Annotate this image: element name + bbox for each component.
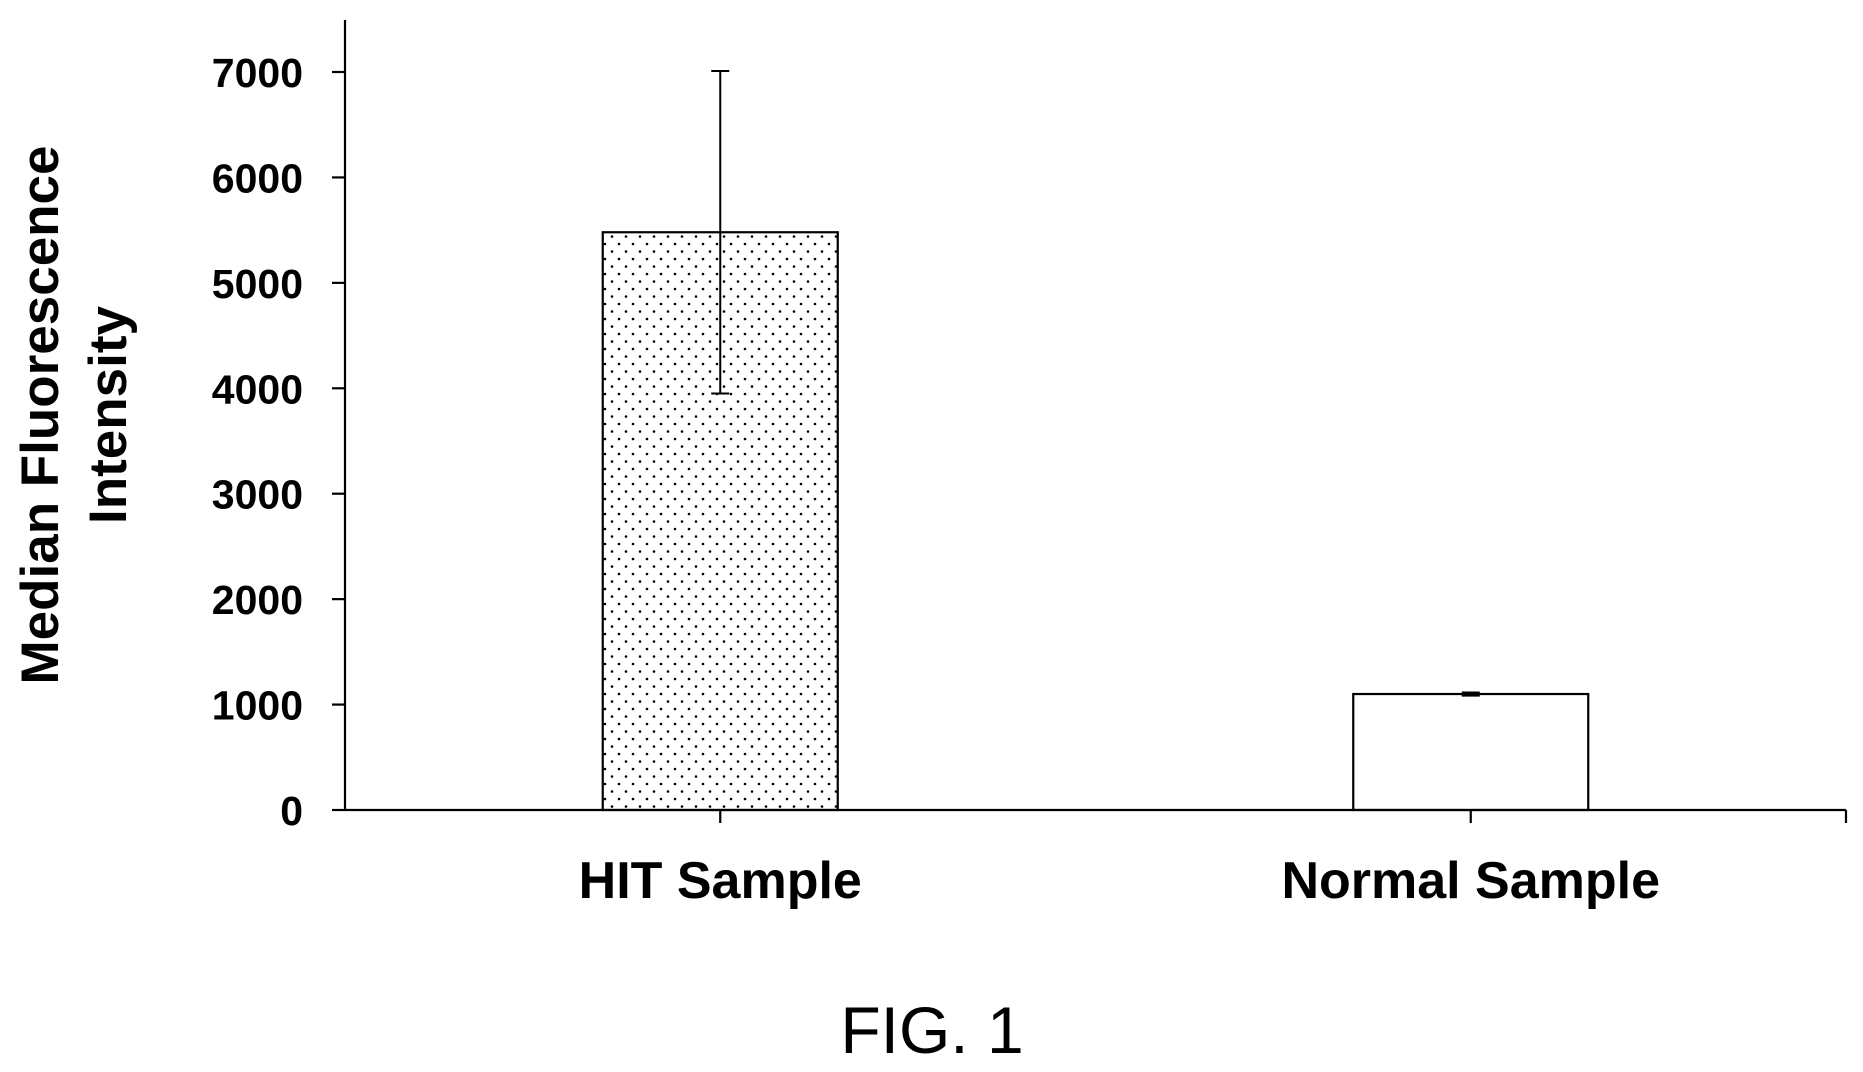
bars xyxy=(601,231,1590,812)
x-tick-label: HIT Sample xyxy=(579,852,862,910)
y-tick-label: 7000 xyxy=(212,50,303,96)
y-tick-label: 5000 xyxy=(212,261,303,307)
x-tick-label: Normal Sample xyxy=(1281,852,1660,910)
error-bar-normal-sample xyxy=(1461,691,1480,697)
error-bar-hit-sample xyxy=(711,69,730,395)
y-axis-ticks: 0 1000 2000 3000 4000 5000 6000 7000 xyxy=(212,50,345,834)
y-axis-title-line-2: Intensity xyxy=(79,306,138,524)
error-bars xyxy=(711,69,1480,697)
y-tick-label: 6000 xyxy=(212,155,303,201)
y-tick-label: 2000 xyxy=(212,577,303,623)
y-tick-label: 4000 xyxy=(212,366,303,412)
x-axis-ticks: HIT Sample Normal Sample xyxy=(579,810,1848,910)
figure-caption: FIG. 1 xyxy=(840,993,1023,1067)
y-tick-label: 1000 xyxy=(212,683,303,729)
bar-normal-sample xyxy=(1352,692,1590,812)
y-tick-label: 3000 xyxy=(212,472,303,518)
y-tick-label: 0 xyxy=(280,788,303,834)
y-axis-title: Median Fluorescence Intensity xyxy=(11,145,138,684)
y-axis-title-line-1: Median Fluorescence xyxy=(11,145,70,684)
